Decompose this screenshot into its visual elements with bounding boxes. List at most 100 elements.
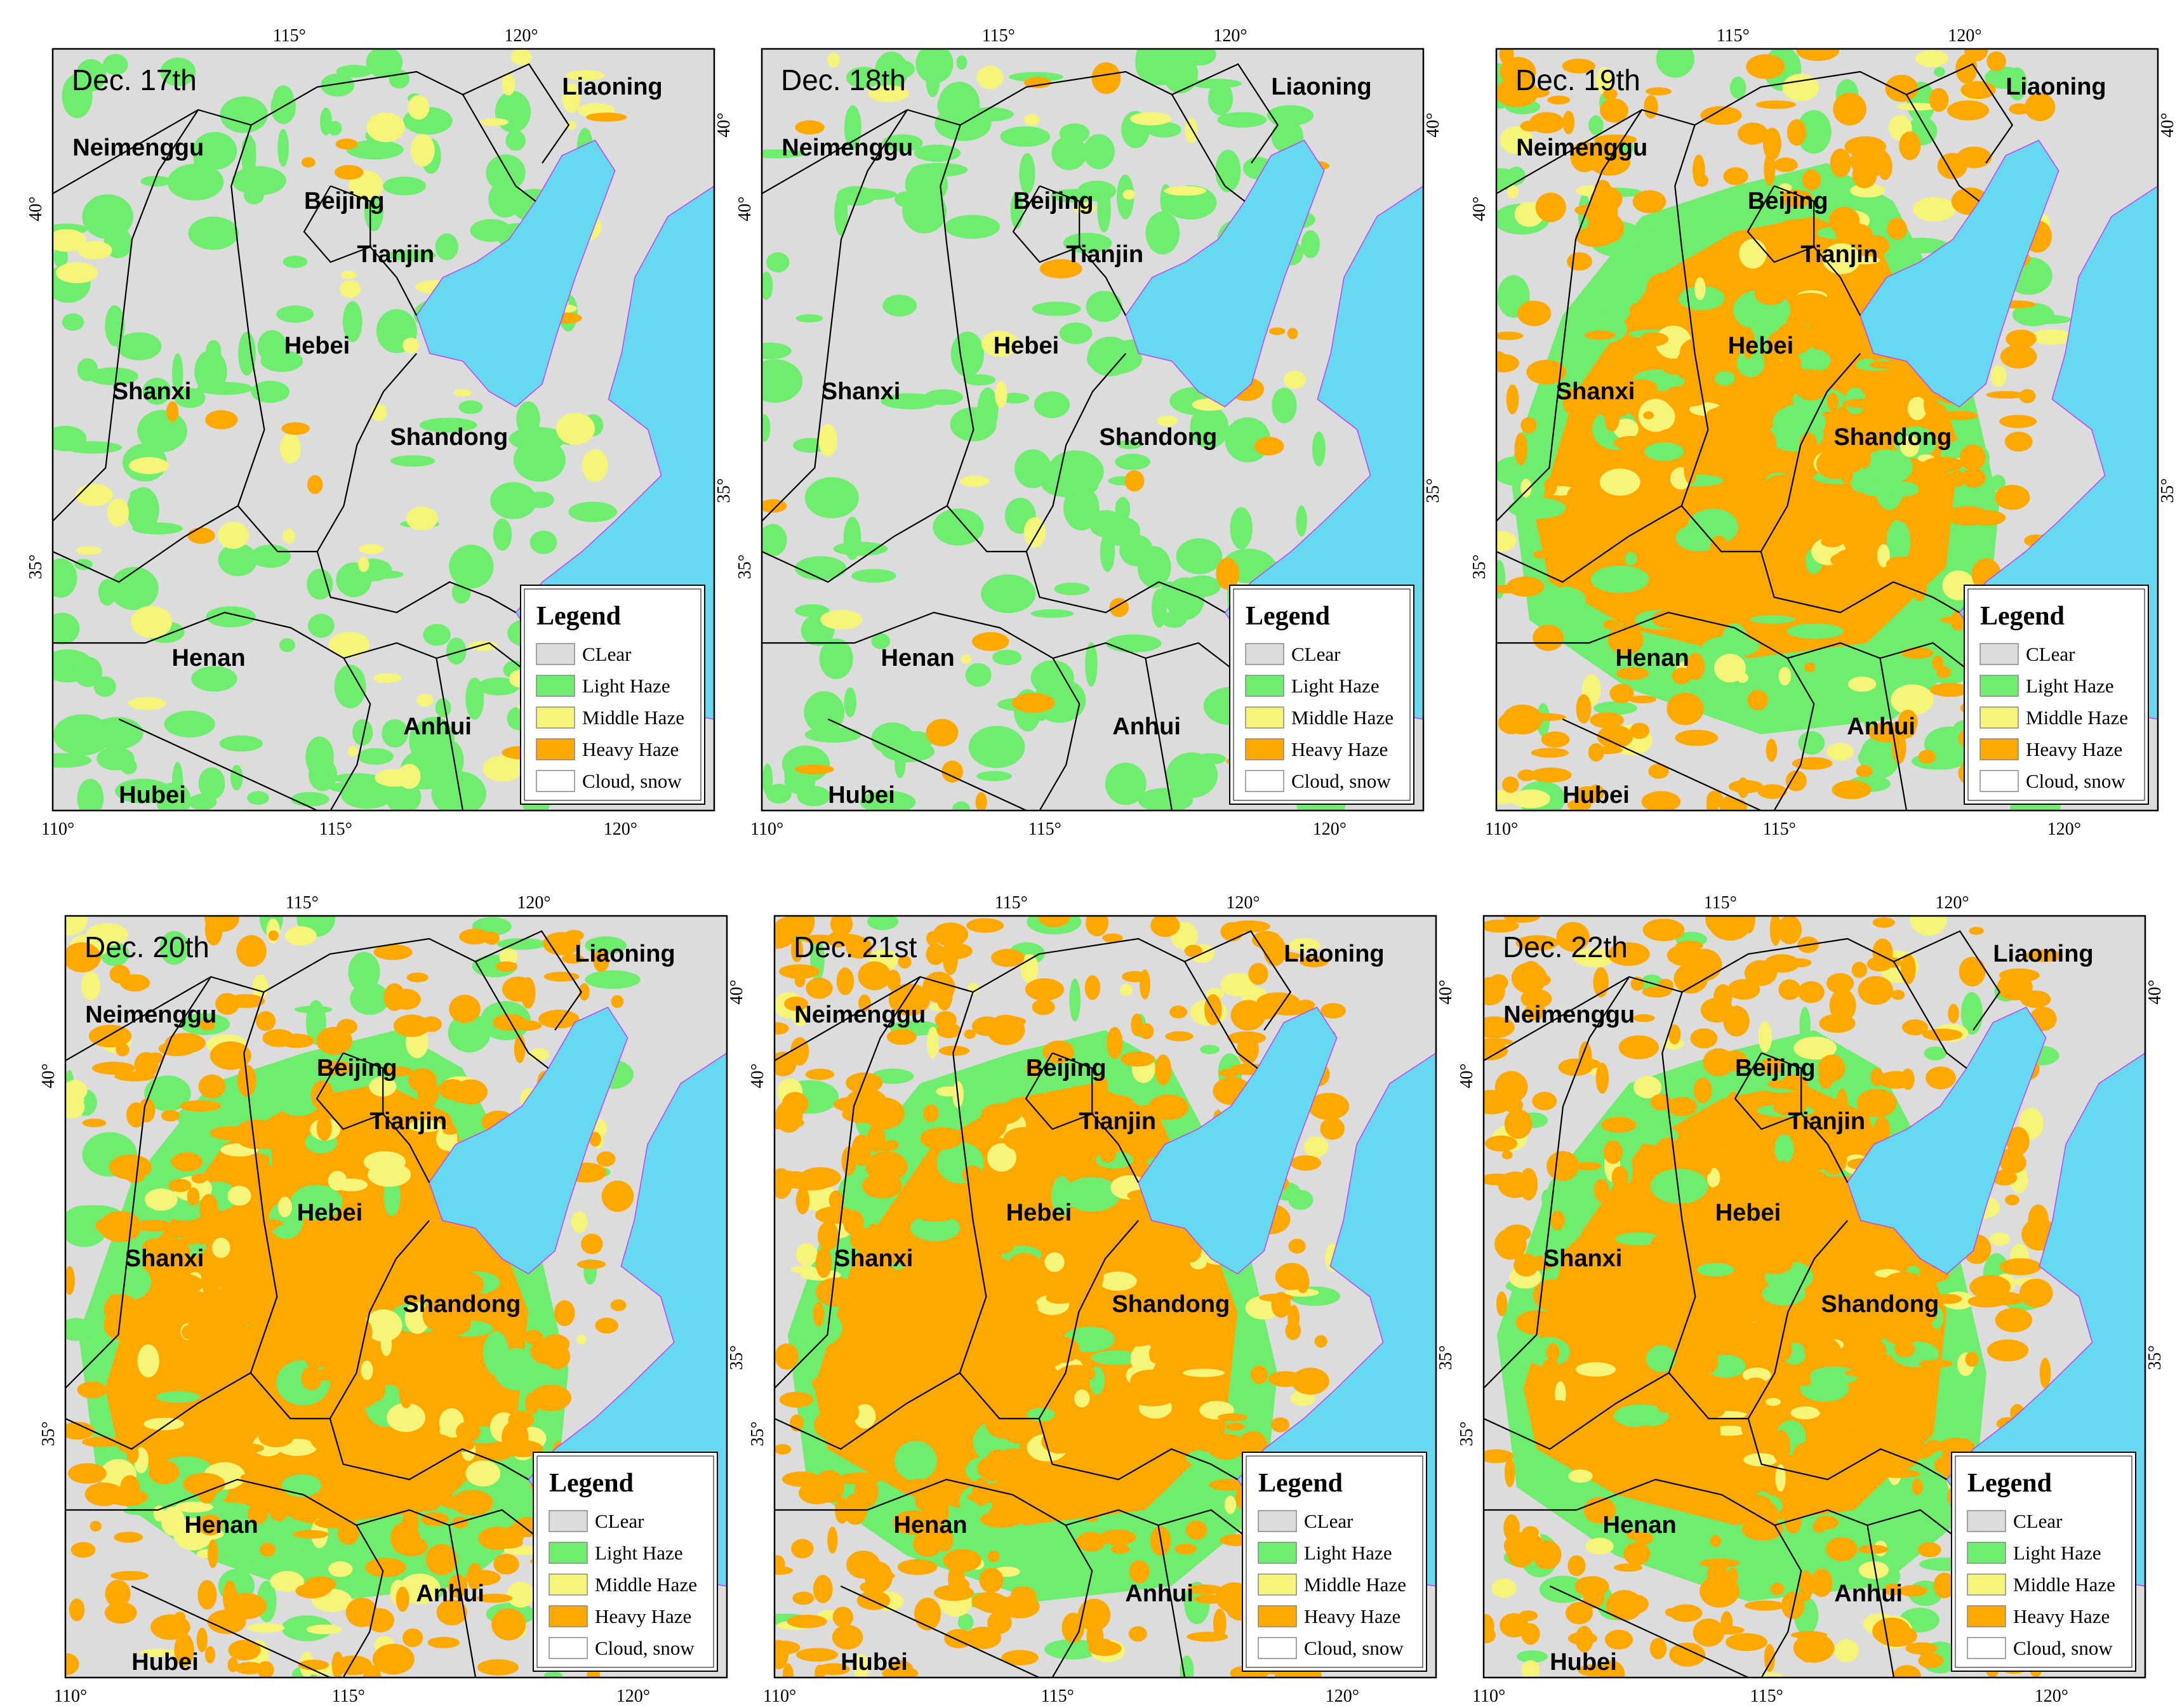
heavy-haze-patch xyxy=(975,1211,998,1223)
light-haze-patch xyxy=(844,687,856,718)
heavy-haze-patch xyxy=(1887,218,1908,241)
middle-haze-patch xyxy=(827,52,840,68)
legend: Legend CLear Light Haze Middle Haze Heavy Ha… xyxy=(520,585,705,805)
heavy-haze-patch xyxy=(2025,950,2063,962)
heavy-haze-patch xyxy=(1884,1583,1901,1596)
axis-tick-right: 35° xyxy=(1436,1345,1456,1370)
light-haze-patch xyxy=(219,735,263,752)
legend-label-light: Light Haze xyxy=(2026,675,2114,697)
heavy-haze-patch xyxy=(935,1323,962,1353)
middle-haze-patch xyxy=(818,423,837,457)
heavy-haze-patch xyxy=(1046,1292,1075,1304)
heavy-haze-patch xyxy=(1891,990,1905,1000)
light-haze-patch xyxy=(53,714,112,756)
middle-haze-patch xyxy=(1707,1168,1720,1188)
heavy-haze-patch xyxy=(1713,1184,1748,1193)
heavy-haze-patch xyxy=(870,1347,897,1365)
heavy-haze-patch xyxy=(1250,1365,1268,1384)
axis-tick-top: 120° xyxy=(1226,893,1260,913)
heavy-haze-patch xyxy=(1730,1005,1744,1027)
heavy-haze-patch xyxy=(1816,449,1853,479)
heavy-haze-patch xyxy=(358,1392,371,1402)
heavy-haze-patch xyxy=(478,1526,516,1551)
heavy-haze-patch xyxy=(1499,49,1514,65)
middle-haze-patch xyxy=(373,673,402,684)
heavy-haze-patch xyxy=(2009,103,2030,115)
light-haze-patch xyxy=(496,938,547,950)
heavy-haze-patch xyxy=(1781,1591,1805,1620)
heavy-haze-patch xyxy=(1664,562,1689,571)
heavy-haze-patch xyxy=(917,1486,938,1511)
legend: Legend CLear Light Haze Middle Haze Heavy Ha… xyxy=(533,1452,718,1672)
heavy-haze-patch xyxy=(234,1662,265,1674)
middle-haze-patch xyxy=(137,1344,159,1378)
heavy-haze-patch xyxy=(806,977,833,999)
heavy-haze-patch xyxy=(1617,1431,1636,1453)
heavy-haze-patch xyxy=(187,1187,200,1207)
heavy-haze-patch xyxy=(282,1116,294,1148)
heavy-haze-patch xyxy=(1893,1665,1921,1678)
heavy-haze-patch xyxy=(995,1358,1034,1386)
heavy-haze-patch xyxy=(147,1052,164,1064)
heavy-haze-patch xyxy=(813,1302,825,1327)
heavy-haze-patch xyxy=(1651,1234,1673,1256)
middle-haze-patch xyxy=(853,1653,869,1678)
legend-swatch-light xyxy=(1245,675,1284,697)
light-haze-patch xyxy=(1571,1206,1583,1239)
light-haze-patch xyxy=(950,331,985,377)
heavy-haze-patch xyxy=(1041,1429,1079,1454)
heavy-haze-patch xyxy=(1094,1075,1108,1097)
heavy-haze-patch xyxy=(1667,1097,1698,1116)
heavy-haze-patch xyxy=(436,1599,467,1625)
heavy-haze-patch xyxy=(1585,330,1616,340)
legend-label-clear: CLear xyxy=(2013,1510,2063,1532)
heavy-haze-patch xyxy=(1804,1337,1842,1365)
heavy-haze-patch xyxy=(941,760,963,783)
light-haze-patch xyxy=(220,96,268,133)
heavy-haze-patch xyxy=(1290,1155,1321,1171)
province-boundary xyxy=(1760,353,1960,614)
heavy-haze-patch xyxy=(1853,1337,1887,1365)
haze-raster xyxy=(1484,916,2145,1678)
light-haze-patch xyxy=(495,91,531,133)
heavy-haze-patch xyxy=(1901,1019,1929,1036)
heavy-haze-patch xyxy=(1675,729,1719,746)
legend-swatch-light xyxy=(1967,1542,2006,1564)
axis-tick-bottom: 120° xyxy=(1326,1686,1359,1706)
light-haze-patch xyxy=(1296,505,1307,537)
middle-haze-patch xyxy=(1521,1660,1540,1678)
province-label: Shanxi xyxy=(1556,378,1635,405)
heavy-haze-patch xyxy=(1773,1337,1792,1361)
light-haze-patch xyxy=(1828,1530,1864,1539)
panel-frame xyxy=(51,48,715,812)
light-haze-patch xyxy=(1101,516,1141,546)
panel-date-label: Dec. 17th xyxy=(72,63,197,96)
province-boundary xyxy=(1484,930,2001,1061)
heavy-haze-patch xyxy=(1709,916,1752,941)
province-boundary xyxy=(369,246,418,316)
heavy-haze-patch xyxy=(204,1646,215,1664)
heavy-haze-patch xyxy=(1789,958,1812,967)
heavy-haze-patch xyxy=(425,1544,458,1575)
axis-tick-left: 35° xyxy=(748,1421,768,1446)
light-haze-patch xyxy=(102,1263,152,1301)
heavy-haze-patch xyxy=(564,930,584,941)
heavy-haze-patch xyxy=(135,1219,173,1232)
heavy-haze-patch xyxy=(1594,134,1637,145)
axis-tick-left: 40° xyxy=(1457,1063,1477,1088)
light-haze-patch xyxy=(193,137,207,173)
heavy-haze-patch xyxy=(1140,969,1150,1000)
middle-haze-patch xyxy=(1283,371,1307,389)
heavy-haze-patch xyxy=(936,1528,954,1552)
legend-swatch-cloud xyxy=(1967,1637,2006,1659)
legend-label-light: Light Haze xyxy=(582,675,670,697)
heavy-haze-patch xyxy=(1769,916,1781,946)
heavy-haze-patch xyxy=(334,1655,373,1676)
heavy-haze-patch xyxy=(1077,1598,1111,1631)
heavy-haze-patch xyxy=(1858,1545,1889,1554)
heavy-haze-patch xyxy=(1710,1535,1722,1547)
heavy-haze-patch xyxy=(1961,468,1986,488)
heavy-haze-patch xyxy=(1814,1516,1839,1530)
light-haze-patch xyxy=(1034,678,1086,723)
heavy-haze-patch xyxy=(1076,1532,1106,1552)
